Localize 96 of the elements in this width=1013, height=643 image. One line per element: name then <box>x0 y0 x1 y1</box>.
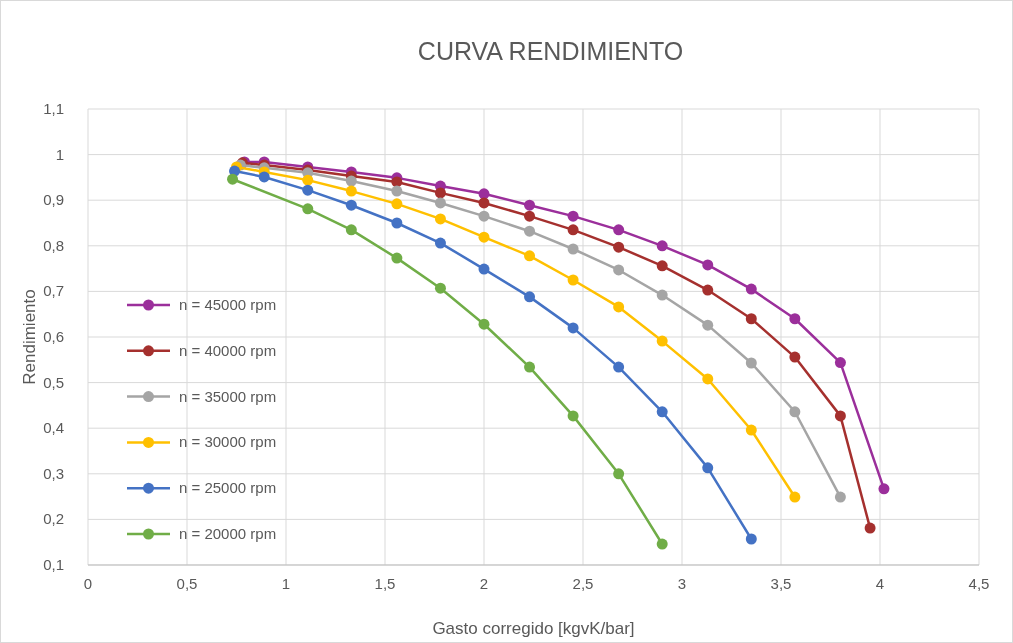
x-tick-label: 4,5 <box>968 575 990 592</box>
y-tick-label: 0,7 <box>43 282 64 300</box>
point <box>345 175 357 187</box>
point <box>789 406 801 418</box>
point <box>567 210 579 222</box>
point <box>702 373 714 385</box>
point <box>656 406 668 418</box>
y-tick-label: 0,5 <box>43 373 64 391</box>
point <box>834 410 846 422</box>
x-tick-label: 3,5 <box>770 575 792 592</box>
y-tick-label: 0,8 <box>43 236 64 254</box>
point <box>613 468 625 480</box>
point <box>864 522 876 534</box>
legend-label: n = 20000 rpm <box>179 525 277 542</box>
point <box>789 351 801 363</box>
y-tick-label: 0,4 <box>43 419 64 437</box>
point <box>434 213 446 225</box>
point <box>434 282 446 294</box>
point <box>345 185 357 197</box>
y-tick-label: 1 <box>55 145 64 163</box>
point <box>567 224 579 236</box>
x-tick-label: 2,5 <box>572 575 594 592</box>
legend-label: n = 30000 rpm <box>179 433 277 451</box>
point <box>258 171 270 183</box>
y-tick-label: 1,1 <box>43 100 64 117</box>
point <box>478 231 490 243</box>
point <box>478 318 490 330</box>
y-tick-label: 0,6 <box>43 328 64 345</box>
x-tick-label: 4 <box>875 575 885 592</box>
point <box>702 319 714 331</box>
x-tick-label: 2 <box>479 575 489 592</box>
point <box>478 210 490 222</box>
point <box>478 197 490 209</box>
x-tick-label: 0,5 <box>176 575 198 592</box>
point <box>656 538 668 550</box>
legend-label: n = 40000 rpm <box>179 341 277 359</box>
point <box>478 263 490 275</box>
point <box>789 313 801 325</box>
point <box>834 491 846 503</box>
point <box>702 259 714 271</box>
point <box>656 260 668 272</box>
point <box>391 217 403 229</box>
point <box>524 210 536 222</box>
point <box>227 173 239 185</box>
y-axis-title: Rendimiento <box>20 289 39 385</box>
x-axis-title: Gasto corregido [kgvK/bar] <box>432 619 635 638</box>
point <box>524 361 536 373</box>
x-tick-label: 3 <box>677 575 687 592</box>
point <box>656 289 668 301</box>
point <box>613 264 625 276</box>
point <box>745 533 757 545</box>
point <box>524 225 536 237</box>
x-tick-label: 1 <box>281 575 291 592</box>
point <box>745 357 757 369</box>
point <box>345 199 357 211</box>
point <box>745 424 757 436</box>
point <box>613 224 625 236</box>
point <box>345 224 357 236</box>
y-tick-label: 0,9 <box>43 191 64 209</box>
point <box>302 184 314 196</box>
legend-label: n = 45000 rpm <box>179 296 277 313</box>
point <box>567 274 579 286</box>
point <box>745 313 757 325</box>
point <box>567 410 579 422</box>
point <box>878 483 890 495</box>
point <box>745 283 757 295</box>
y-tick-label: 0,2 <box>43 510 64 528</box>
point <box>434 197 446 209</box>
point <box>567 322 579 334</box>
point <box>656 335 668 347</box>
legend-label: n = 25000 rpm <box>179 479 277 497</box>
point <box>434 237 446 249</box>
y-tick-label: 0,3 <box>43 464 64 482</box>
y-tick-label: 0,1 <box>43 556 64 573</box>
point <box>434 187 446 199</box>
point <box>834 357 846 369</box>
legend-label: n = 35000 rpm <box>179 387 277 405</box>
x-tick-label: 1,5 <box>374 575 396 592</box>
point <box>391 198 403 210</box>
point <box>391 252 403 264</box>
point <box>613 361 625 373</box>
point <box>613 301 625 313</box>
point <box>524 291 536 303</box>
point <box>302 174 314 186</box>
point <box>613 241 625 253</box>
point <box>524 199 536 211</box>
chart-title: CURVA RENDIMIENTO <box>417 37 684 65</box>
point <box>391 185 403 197</box>
point <box>702 462 714 474</box>
point <box>302 203 314 215</box>
point <box>702 284 714 296</box>
point <box>789 491 801 503</box>
point <box>567 243 579 255</box>
point <box>656 240 668 252</box>
point <box>524 250 536 262</box>
x-tick-label: 0 <box>83 575 93 592</box>
